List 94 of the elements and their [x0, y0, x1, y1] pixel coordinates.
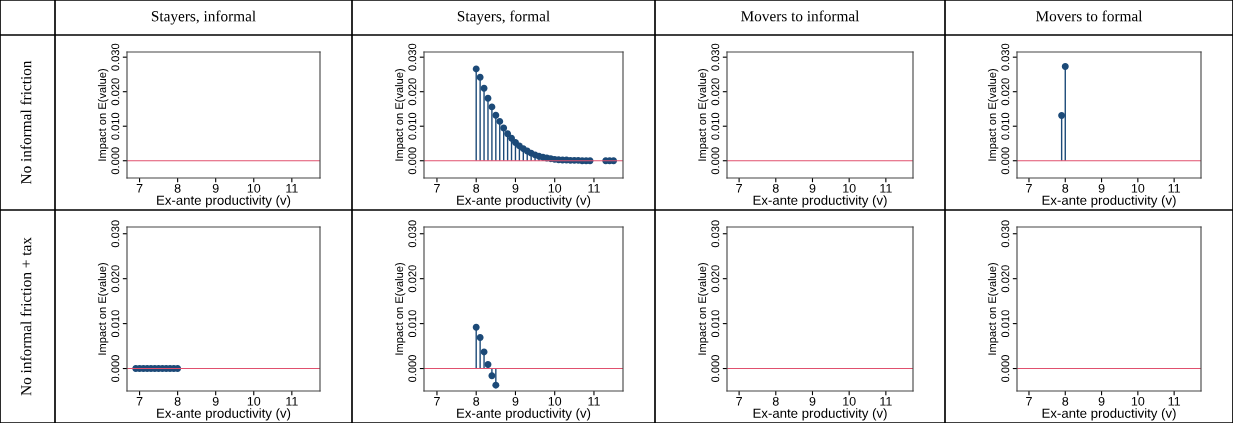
y-tick-label: 0.020	[1001, 265, 1010, 293]
x-tick-label: 7	[434, 184, 440, 193]
x-axis-title: Ex-ante productivity (v)	[157, 408, 291, 421]
y-tick-label: 0.030	[711, 220, 720, 248]
y-tick-label: 0.010	[408, 310, 417, 338]
y-axis-title: Impact on E(value)	[97, 69, 109, 161]
text: No informal friction	[20, 60, 32, 184]
y-tick-label: 0.000	[111, 147, 120, 175]
y-tick-label: 0.010	[711, 310, 720, 338]
x-axis-title: Ex-ante productivity (v)	[457, 195, 591, 208]
x-tick-label: 9	[212, 396, 219, 406]
x-axis-title: Ex-ante productivity (v)	[457, 408, 591, 421]
y-tick-label: 0.010	[408, 112, 417, 140]
x-tick-label: 11	[1168, 397, 1181, 406]
x-tick-label: 11	[588, 397, 600, 406]
y-tick-label: 0.010	[1001, 310, 1010, 338]
x-axis-title: Ex-ante productivity (v)	[157, 195, 291, 208]
x-tick-label: 9	[1098, 183, 1105, 193]
y-tick-label: 0.000	[711, 355, 720, 382]
x-tick-label: 9	[212, 183, 219, 193]
y-tick-label: 0.010	[711, 112, 720, 140]
y-axis-title: Impact on E(value)	[394, 69, 406, 161]
y-axis-title: Impact on E(value)	[697, 263, 709, 355]
x-tick-label: 9	[809, 183, 816, 193]
y-tick-label: 0.010	[1001, 112, 1010, 140]
chart-title: Stayers, informal	[151, 10, 256, 25]
text: No informal friction + tax	[20, 237, 32, 396]
x-tick-label: 7	[1026, 184, 1032, 193]
y-tick-label: 0.030	[111, 220, 120, 248]
y-tick-label: 0.020	[711, 78, 720, 106]
x-tick-label: 7	[136, 184, 143, 193]
y-tick-label: 0.030	[408, 43, 417, 71]
x-tick-label: 7	[434, 397, 440, 406]
y-axis-title: Impact on E(value)	[97, 263, 109, 355]
x-tick-label: 7	[1026, 397, 1032, 406]
y-tick-label: 0.000	[408, 355, 417, 382]
x-axis-title: Ex-ante productivity (v)	[1042, 408, 1176, 421]
x-tick-label: 8	[473, 183, 480, 193]
x-tick-label: 7	[736, 397, 742, 406]
chart-title: Movers to formal	[1035, 10, 1143, 22]
y-tick-label: 0.030	[711, 43, 720, 71]
chart-title: Movers to informal	[741, 10, 860, 22]
y-axis-title: Impact on E(value)	[394, 263, 406, 355]
x-tick-label: 10	[247, 183, 261, 193]
x-tick-label: 9	[512, 396, 519, 406]
y-tick-label: 0.000	[408, 147, 417, 175]
x-tick-label: 10	[843, 396, 856, 406]
chart-title: Stayers, formal	[457, 10, 550, 25]
x-tick-label: 10	[247, 396, 261, 406]
x-tick-label: 10	[843, 183, 856, 193]
y-tick-label: 0.010	[111, 112, 120, 140]
y-tick-label: 0.030	[1001, 220, 1010, 248]
y-tick-label: 0.020	[1001, 78, 1010, 106]
x-tick-label: 8	[473, 396, 480, 406]
x-tick-label: 10	[548, 183, 562, 193]
x-tick-label: 8	[174, 396, 181, 406]
x-tick-label: 10	[1131, 396, 1145, 406]
y-tick-label: 0.030	[1001, 43, 1010, 71]
x-tick-label: 11	[588, 184, 600, 193]
y-axis-title: Impact on E(value)	[987, 263, 999, 355]
y-tick-label: 0.020	[711, 265, 720, 293]
x-tick-label: 8	[1062, 183, 1069, 193]
x-tick-label: 10	[548, 396, 562, 406]
x-tick-label: 8	[772, 396, 779, 406]
y-tick-label: 0.020	[111, 78, 120, 106]
y-tick-label: 0.020	[408, 265, 417, 293]
y-tick-label: 0.020	[111, 265, 120, 293]
x-tick-label: 11	[286, 397, 298, 406]
x-tick-label: 8	[772, 183, 779, 193]
x-tick-label: 9	[809, 396, 816, 406]
x-tick-label: 11	[1168, 184, 1181, 193]
x-axis-title: Ex-ante productivity (v)	[753, 195, 887, 208]
y-tick-label: 0.030	[111, 43, 120, 71]
y-tick-label: 0.000	[1001, 147, 1010, 175]
x-tick-label: 9	[512, 183, 519, 193]
x-tick-label: 11	[880, 397, 892, 406]
y-axis-title: Impact on E(value)	[697, 69, 709, 161]
x-axis-title: Ex-ante productivity (v)	[753, 408, 887, 421]
x-tick-label: 11	[286, 184, 298, 193]
y-tick-label: 0.000	[111, 355, 120, 382]
y-tick-label: 0.000	[711, 147, 720, 175]
x-tick-label: 11	[880, 184, 892, 193]
y-tick-label: 0.010	[111, 310, 120, 338]
y-tick-label: 0.000	[1001, 355, 1010, 382]
y-tick-label: 0.020	[408, 78, 417, 106]
x-tick-label: 7	[736, 184, 742, 193]
x-tick-label: 8	[174, 183, 181, 193]
x-tick-label: 7	[136, 397, 143, 406]
y-tick-label: 0.030	[408, 220, 417, 248]
y-axis-title: Impact on E(value)	[987, 69, 999, 161]
x-axis-title: Ex-ante productivity (v)	[1042, 195, 1176, 208]
x-tick-label: 9	[1098, 396, 1105, 406]
x-tick-label: 10	[1131, 183, 1145, 193]
x-tick-label: 8	[1062, 396, 1069, 406]
